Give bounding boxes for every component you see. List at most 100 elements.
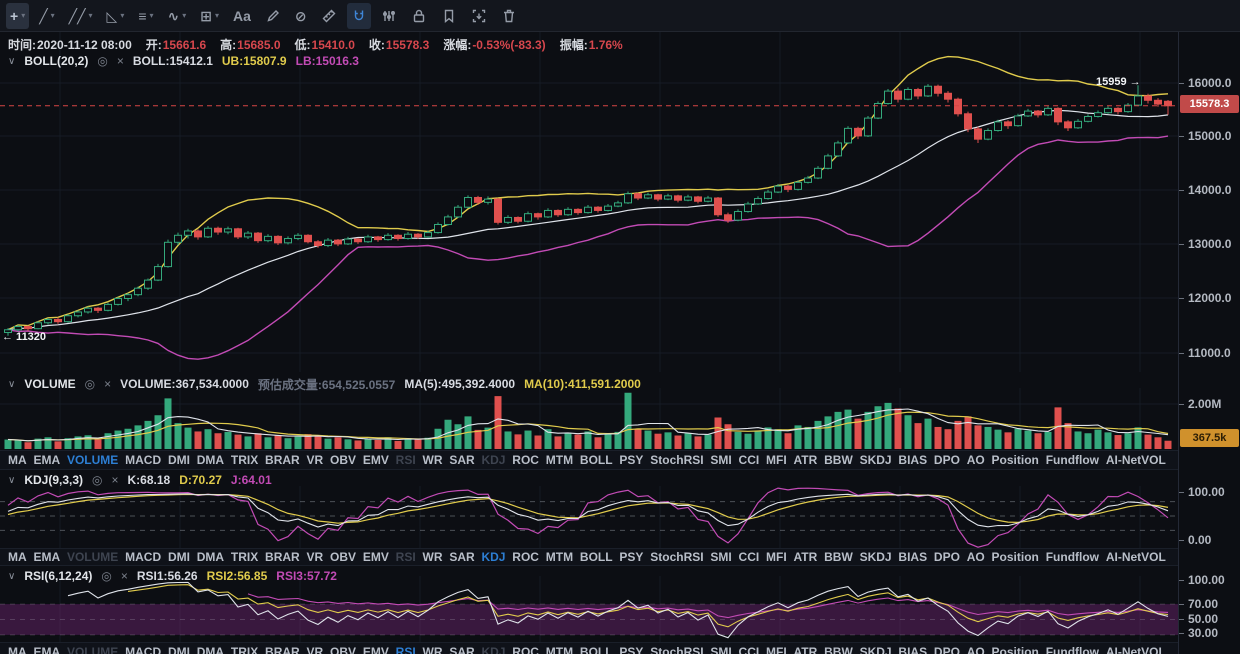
- tab-boll[interactable]: BOLL: [579, 453, 613, 467]
- tab-smi[interactable]: SMI: [710, 645, 732, 654]
- dropdown-caret-icon[interactable]: ▾: [88, 11, 93, 20]
- tab-dmi[interactable]: DMI: [167, 550, 190, 564]
- tab-emv[interactable]: EMV: [362, 453, 389, 467]
- tab-position[interactable]: Position: [991, 550, 1039, 564]
- tab-ao[interactable]: AO: [966, 550, 985, 564]
- tab-skdj[interactable]: SKDJ: [859, 645, 892, 654]
- tab-wr[interactable]: WR: [422, 550, 443, 564]
- tab-dmi[interactable]: DMI: [167, 453, 190, 467]
- gear-icon[interactable]: ◎: [84, 377, 96, 391]
- tab-vr[interactable]: VR: [306, 550, 324, 564]
- tab-mtm[interactable]: MTM: [545, 550, 574, 564]
- tab-trix[interactable]: TRIX: [230, 550, 259, 564]
- tab-mfi[interactable]: MFI: [766, 550, 787, 564]
- tab-skdj[interactable]: SKDJ: [859, 453, 892, 467]
- tab-macd[interactable]: MACD: [125, 453, 162, 467]
- tab-bbw[interactable]: BBW: [824, 550, 853, 564]
- magnet-tool[interactable]: [346, 2, 371, 29]
- tab-vr[interactable]: VR: [306, 645, 324, 654]
- tab-dma[interactable]: DMA: [196, 645, 225, 654]
- tab-macd[interactable]: MACD: [125, 645, 162, 654]
- tab-smi[interactable]: SMI: [710, 550, 732, 564]
- tab-obv[interactable]: OBV: [330, 550, 357, 564]
- tab-volume[interactable]: VOLUME: [66, 550, 119, 564]
- kdj-chart-canvas[interactable]: [0, 486, 1178, 548]
- tab-stochrsi[interactable]: StochRSI: [650, 550, 704, 564]
- tab-kdj[interactable]: KDJ: [481, 550, 506, 564]
- tab-ai-netvol[interactable]: AI-NetVOL: [1105, 645, 1166, 654]
- tab-ao[interactable]: AO: [966, 645, 985, 654]
- dropdown-caret-icon[interactable]: ▾: [21, 11, 26, 20]
- rectangle-tool[interactable]: ⊞ ▾: [196, 3, 223, 29]
- dropdown-caret-icon[interactable]: ▾: [182, 11, 187, 20]
- tab-obv[interactable]: OBV: [330, 453, 357, 467]
- tab-bias[interactable]: BIAS: [898, 645, 928, 654]
- tab-ema[interactable]: EMA: [33, 550, 61, 564]
- tab-bbw[interactable]: BBW: [824, 645, 853, 654]
- crosshair-tool[interactable]: + ▾: [6, 2, 30, 29]
- tab-rsi[interactable]: RSI: [395, 453, 416, 467]
- chevron-down-icon[interactable]: ∨: [8, 55, 16, 67]
- tab-kdj[interactable]: KDJ: [481, 453, 506, 467]
- tab-boll[interactable]: BOLL: [579, 645, 613, 654]
- tab-kdj[interactable]: KDJ: [481, 645, 506, 654]
- tab-psy[interactable]: PSY: [619, 550, 644, 564]
- close-icon[interactable]: ×: [116, 54, 124, 68]
- tab-ai-netvol[interactable]: AI-NetVOL: [1105, 453, 1166, 467]
- tab-atr[interactable]: ATR: [793, 550, 818, 564]
- bar-pattern-tool[interactable]: [377, 3, 401, 29]
- tab-ma[interactable]: MA: [8, 550, 27, 564]
- lock-tool[interactable]: [407, 3, 431, 29]
- tab-wr[interactable]: WR: [422, 645, 443, 654]
- tab-brar[interactable]: BRAR: [265, 453, 300, 467]
- tab-trix[interactable]: TRIX: [230, 645, 259, 654]
- tab-roc[interactable]: ROC: [512, 453, 539, 467]
- tab-trix[interactable]: TRIX: [230, 453, 259, 467]
- trend-line-tool[interactable]: ╱ ▾: [35, 3, 58, 29]
- ruler-tool[interactable]: [317, 3, 341, 29]
- tab-emv[interactable]: EMV: [362, 645, 389, 654]
- tab-atr[interactable]: ATR: [793, 453, 818, 467]
- tab-dpo[interactable]: DPO: [933, 645, 960, 654]
- chevron-down-icon[interactable]: ∨: [8, 474, 16, 486]
- tab-fundflow[interactable]: Fundflow: [1045, 550, 1100, 564]
- tab-ema[interactable]: EMA: [33, 453, 61, 467]
- dropdown-caret-icon[interactable]: ▾: [50, 11, 55, 20]
- tab-sar[interactable]: SAR: [449, 453, 475, 467]
- close-icon[interactable]: ×: [111, 473, 119, 487]
- tab-dmi[interactable]: DMI: [167, 645, 190, 654]
- tab-cci[interactable]: CCI: [738, 453, 760, 467]
- parallel-channel-tool[interactable]: ╱╱ ▾: [65, 3, 97, 29]
- horizontal-lines-tool[interactable]: ≡ ▾: [134, 3, 157, 29]
- tab-position[interactable]: Position: [991, 645, 1039, 654]
- tab-stochrsi[interactable]: StochRSI: [650, 453, 704, 467]
- chevron-down-icon[interactable]: ∨: [8, 378, 16, 390]
- tab-stochrsi[interactable]: StochRSI: [650, 645, 704, 654]
- tab-position[interactable]: Position: [991, 453, 1039, 467]
- eraser-tool[interactable]: ⊘: [291, 3, 311, 29]
- tab-ao[interactable]: AO: [966, 453, 985, 467]
- tab-volume[interactable]: VOLUME: [66, 453, 119, 467]
- tab-brar[interactable]: BRAR: [265, 550, 300, 564]
- tab-fundflow[interactable]: Fundflow: [1045, 645, 1100, 654]
- tab-ema[interactable]: EMA: [33, 645, 61, 654]
- tab-psy[interactable]: PSY: [619, 645, 644, 654]
- brush-tool[interactable]: [261, 3, 285, 29]
- tab-ai-netvol[interactable]: AI-NetVOL: [1105, 550, 1166, 564]
- tab-dpo[interactable]: DPO: [933, 550, 960, 564]
- tab-boll[interactable]: BOLL: [579, 550, 613, 564]
- tab-volume[interactable]: VOLUME: [66, 645, 119, 654]
- close-icon[interactable]: ×: [120, 569, 128, 583]
- tab-dma[interactable]: DMA: [196, 550, 225, 564]
- chevron-down-icon[interactable]: ∨: [8, 570, 16, 582]
- tab-roc[interactable]: ROC: [512, 550, 539, 564]
- tab-bias[interactable]: BIAS: [898, 453, 928, 467]
- bookmark-tool[interactable]: [437, 3, 461, 29]
- tab-mtm[interactable]: MTM: [545, 453, 574, 467]
- volume-chart-canvas[interactable]: [0, 388, 1178, 450]
- close-icon[interactable]: ×: [104, 377, 112, 391]
- tab-sar[interactable]: SAR: [449, 550, 475, 564]
- tab-mtm[interactable]: MTM: [545, 645, 574, 654]
- dropdown-caret-icon[interactable]: ▾: [149, 11, 154, 20]
- tab-atr[interactable]: ATR: [793, 645, 818, 654]
